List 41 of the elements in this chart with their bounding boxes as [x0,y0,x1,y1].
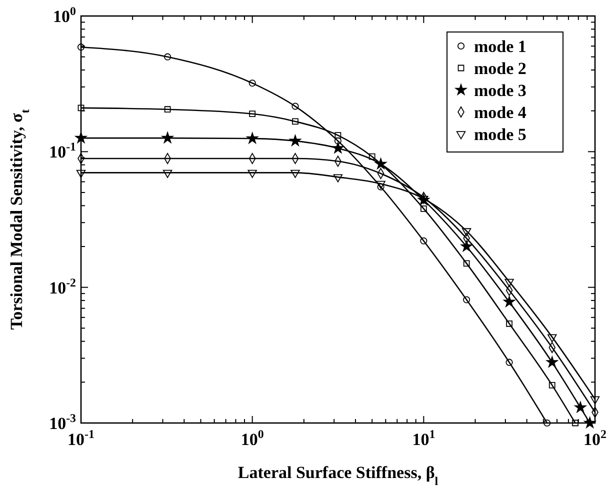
y-tick-label: 10$^{-1}$ [49,140,76,162]
point [462,241,472,251]
point [548,382,556,388]
legend-label: mode 2 [474,59,526,78]
point [463,296,470,304]
point [420,205,427,212]
legend-label: mode 5 [474,125,526,144]
point [504,296,514,306]
point [334,137,342,144]
point [333,174,343,182]
point [462,228,472,236]
point [292,118,298,125]
point [463,260,470,267]
legend-label: mode 4 [474,103,527,122]
x-tick-label: 10$^{0}$ [240,427,264,449]
y-tick-label: 10$^{0}$ [53,4,76,26]
point [548,334,557,342]
point [376,158,386,168]
y-tick-label: 10$^{-2}$ [49,275,76,298]
point [290,136,300,146]
point [590,396,600,404]
point [547,357,558,367]
point [420,237,428,244]
legend-label: mode 3 [474,81,526,100]
point [332,143,343,153]
point [334,132,342,138]
point [504,278,514,287]
point [376,180,386,190]
x-tick-label: 10$^{2}$ [584,427,607,449]
point [247,133,258,143]
x-tick-label: 10$^{1}$ [412,427,436,449]
x-axis-title: Lateral Surface Stiffness, β$_{l}$ [238,463,439,488]
point [248,170,257,178]
point [290,170,300,178]
legend-label: mode 1 [474,37,526,56]
point [248,80,256,87]
point [506,320,512,327]
point [506,358,513,366]
point [292,102,299,110]
point [377,183,384,190]
point [249,110,256,118]
